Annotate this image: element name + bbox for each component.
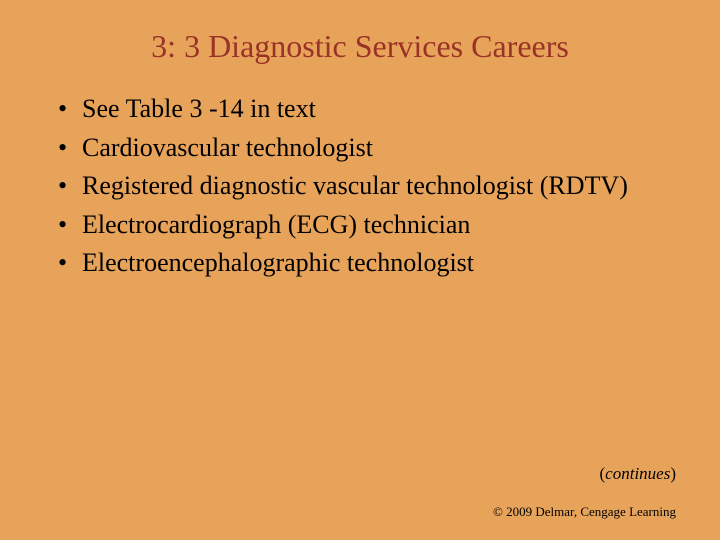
- bullet-item: Electrocardiograph (ECG) technician: [58, 209, 680, 242]
- continues-word: continues: [605, 464, 670, 483]
- slide-title: 3: 3 Diagnostic Services Careers: [40, 28, 680, 65]
- bullet-item: Electroencephalographic technologist: [58, 247, 680, 280]
- copyright-text: © 2009 Delmar, Cengage Learning: [493, 504, 676, 520]
- continues-note: (continues): [600, 464, 677, 484]
- bullet-list: See Table 3 -14 in text Cardiovascular t…: [40, 93, 680, 280]
- bullet-item: See Table 3 -14 in text: [58, 93, 680, 126]
- bullet-item: Registered diagnostic vascular technolog…: [58, 170, 680, 203]
- continues-close-paren: ): [670, 464, 676, 483]
- bullet-item: Cardiovascular technologist: [58, 132, 680, 165]
- slide-container: 3: 3 Diagnostic Services Careers See Tab…: [0, 0, 720, 540]
